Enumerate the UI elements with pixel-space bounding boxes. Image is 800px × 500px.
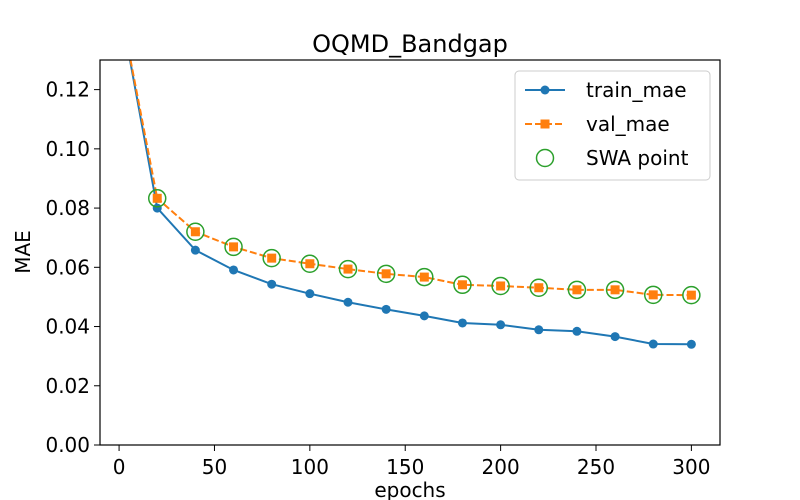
val-mae-line [129, 60, 692, 297]
swa-point-point [300, 254, 320, 274]
val-mae-point [572, 285, 582, 295]
train-mae-point [648, 339, 658, 349]
val-mae-point [648, 290, 658, 300]
train-mae-point [534, 325, 544, 335]
swa-point-point [567, 280, 587, 300]
swa-point-point [415, 267, 434, 287]
x-tick-label: 150 [386, 455, 424, 479]
chart-title: OQMD_Bandgap [312, 30, 508, 58]
train-mae-point [610, 332, 620, 342]
train-mae-point [152, 203, 162, 213]
train-mae-line [128, 60, 692, 346]
val-mae-point [305, 259, 315, 269]
val-mae-point [343, 264, 353, 274]
y-tick-label: 0.10 [45, 137, 90, 161]
x-tick-label: 300 [672, 455, 710, 479]
swa-point-point [262, 248, 281, 268]
legend: train_mae val_mae SWA point [514, 70, 711, 181]
legend-val-mae-marker [540, 119, 550, 129]
train-mae-point [267, 279, 277, 289]
y-tick-label: 0.08 [45, 196, 90, 220]
swa-point-point [643, 285, 663, 305]
val-mae-point [190, 227, 200, 237]
y-tick-label: 0.04 [45, 315, 90, 339]
x-axis: 0 50 100 150 200 250 300 [113, 445, 710, 479]
x-tick-label: 250 [577, 455, 615, 479]
swa-point-point [376, 264, 396, 284]
val-mae-point [686, 290, 696, 300]
x-tick-label: 200 [482, 455, 520, 479]
train-mae-point [572, 326, 582, 336]
train-mae-point [190, 245, 200, 255]
legend-val-mae-label: val_mae [586, 112, 670, 136]
legend-box [514, 70, 711, 181]
train-mae-point [686, 339, 696, 349]
train-mae-point [496, 320, 506, 330]
y-tick-label: 0.00 [45, 433, 90, 457]
x-tick-label: 0 [113, 455, 126, 479]
swa-point-point [529, 278, 549, 297]
x-axis-label: epochs [374, 478, 445, 500]
val-mae-point [381, 269, 391, 279]
val-mae-point [152, 193, 162, 203]
train-mae-point [419, 311, 429, 321]
swa-point-point [224, 237, 243, 257]
swa-point-point [682, 285, 701, 305]
y-axis: 0.00 0.02 0.04 0.06 0.08 0.10 0.12 [45, 78, 100, 457]
train-mae-point [343, 297, 353, 307]
val-mae-point [534, 283, 544, 293]
x-tick-label: 50 [202, 455, 227, 479]
plot-frame [99, 59, 721, 446]
legend-train-mae-marker [540, 85, 550, 95]
train-mae-point [229, 265, 239, 275]
y-tick-label: 0.02 [45, 374, 90, 398]
x-tick-label: 100 [291, 455, 329, 479]
val-mae-point [496, 281, 506, 291]
swa-point-point [338, 259, 358, 279]
val-mae-point [267, 253, 277, 263]
legend-train-mae-label: train_mae [586, 78, 687, 102]
legend-swa-point-marker [535, 148, 555, 168]
swa-point-point [605, 280, 625, 300]
swa-point-point [491, 276, 510, 296]
series-layer [128, 60, 701, 349]
val-mae-point [457, 280, 467, 290]
legend-swa-point-label: SWA point [586, 146, 689, 170]
train-mae-point [305, 289, 315, 299]
val-mae-point [229, 242, 239, 252]
y-axis-label: MAE [11, 230, 35, 274]
swa-point-point [147, 189, 167, 208]
train-mae-point [381, 304, 391, 314]
train-mae-point [457, 318, 467, 328]
val-mae-point [610, 285, 620, 295]
swa-point-point [186, 222, 205, 242]
val-mae-point [419, 272, 429, 282]
y-tick-label: 0.06 [45, 255, 90, 279]
swa-point-point [453, 275, 472, 295]
y-tick-label: 0.12 [45, 78, 90, 102]
